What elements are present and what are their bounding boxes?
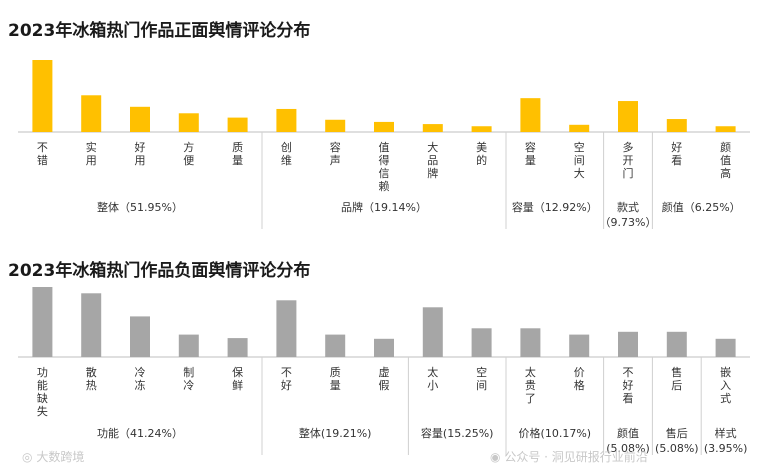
pos-bar-13 — [666, 119, 687, 132]
pos-bar-10 — [520, 98, 541, 132]
negative-sentiment-chart: 功能缺失 散热 冷冻 制冷 保鲜 不好 质量 虚假 太小 空间 太贵了 价格 不好看 售后 嵌入式功能（41… — [18, 287, 750, 455]
pos-bar-8 — [422, 124, 443, 132]
neg-bar-8 — [422, 307, 443, 357]
pos-bar-3 — [178, 113, 199, 132]
pos-tick-label-1: 实用 — [86, 140, 97, 167]
pos-tick-label-0: 不错 — [37, 141, 48, 167]
neg-tick-label-10: 太贵了 — [525, 366, 536, 405]
pos-tick-label-13: 好看 — [671, 140, 682, 167]
pos-tick-label-5: 创维 — [281, 141, 292, 167]
neg-bar-5 — [276, 300, 297, 357]
pos-group-label-0: 整体（51.95%） — [97, 200, 183, 214]
neg-tick-label-6: 质量 — [330, 366, 341, 392]
pos-bar-12 — [618, 101, 638, 132]
pos-bar-14 — [715, 126, 736, 132]
neg-bar-11 — [569, 334, 590, 357]
neg-bar-6 — [325, 334, 346, 357]
neg-tick-label-1: 散热 — [86, 365, 97, 392]
watermark-left: ◎ 大数跨境 — [22, 448, 84, 465]
neg-tick-label-12: 不好看 — [623, 366, 634, 405]
neg-tick-label-0: 功能缺失 — [37, 366, 48, 418]
pos-tick-label-10: 容量 — [525, 140, 536, 167]
positive-sentiment-chart: 不错 实用 好用 方便 质量 创维 容声 值得信赖 大品牌 美的 容量 空间大 多开门 好看 颜值高整体（5… — [18, 60, 750, 229]
watermark-right-text: 公众号 · 洞见研报行业前沿 — [504, 450, 648, 464]
neg-bar-13 — [666, 331, 687, 357]
pos-bar-11 — [569, 124, 590, 132]
pos-tick-label-11: 空间大 — [574, 140, 585, 180]
pos-tick-label-4: 质量 — [232, 141, 243, 167]
chart-title-negative: 2023年冰箱热门作品负面舆情评论分布 — [8, 261, 311, 281]
pos-bar-5 — [276, 108, 297, 132]
pos-tick-label-8: 大品牌 — [427, 140, 438, 180]
pos-group-label-1: 品牌（19.14%） — [341, 200, 427, 214]
neg-bar-12 — [618, 331, 638, 357]
watermark-left-icon: ◎ — [22, 450, 33, 464]
neg-bar-1 — [81, 293, 102, 357]
neg-bar-9 — [471, 328, 492, 357]
pos-bar-9 — [471, 126, 492, 132]
neg-bar-10 — [520, 328, 541, 357]
neg-bar-7 — [374, 338, 394, 357]
neg-bar-4 — [227, 338, 248, 357]
neg-bar-14 — [715, 338, 736, 357]
pos-tick-label-6: 容声 — [330, 140, 341, 167]
pos-tick-label-9: 美的 — [476, 141, 487, 167]
pos-tick-label-14: 颜值高 — [720, 141, 731, 180]
watermark-right: ◉ 公众号 · 洞见研报行业前沿 — [490, 448, 648, 465]
neg-tick-label-3: 制冷 — [183, 366, 194, 392]
neg-group-label-1: 整体(19.21%) — [299, 426, 372, 440]
neg-bar-3 — [178, 334, 199, 357]
pos-bar-2 — [130, 106, 150, 132]
pos-bar-1 — [81, 95, 102, 132]
watermark-left-text: 大数跨境 — [36, 450, 85, 464]
watermark-right-icon: ◉ — [490, 450, 501, 464]
neg-group-label-3: 价格(10.17%) — [519, 426, 592, 440]
neg-group-label-0: 功能（41.24%） — [97, 426, 183, 440]
neg-tick-label-11: 价格 — [574, 366, 585, 392]
chart-title-positive: 2023年冰箱热门作品正面舆情评论分布 — [8, 21, 311, 41]
neg-bar-0 — [32, 287, 53, 357]
neg-tick-label-7: 虚假 — [379, 366, 390, 392]
pos-bar-4 — [227, 117, 248, 132]
pos-group-label-3: 款式（9.73%） — [600, 200, 657, 229]
pos-tick-label-7: 值得信赖 — [379, 141, 390, 193]
neg-tick-label-13: 售后 — [671, 365, 682, 392]
neg-bar-2 — [130, 316, 150, 357]
pos-group-label-4: 颜值（6.25%） — [662, 201, 741, 214]
pos-bar-6 — [325, 119, 346, 132]
pos-group-label-2: 容量（12.92%） — [512, 200, 598, 214]
neg-group-label-5: 售后(5.08%) — [655, 426, 699, 455]
pos-tick-label-3: 方便 — [183, 140, 194, 167]
neg-tick-label-4: 保鲜 — [232, 365, 243, 392]
neg-group-label-6: 样式(3.95%) — [704, 426, 748, 455]
neg-tick-label-9: 空间 — [476, 365, 487, 392]
neg-group-label-2: 容量(15.25%) — [421, 426, 494, 440]
pos-bar-0 — [32, 60, 53, 132]
pos-tick-label-2: 好用 — [135, 140, 146, 167]
pos-bar-7 — [374, 121, 394, 132]
pos-tick-label-12: 多开门 — [623, 140, 634, 180]
neg-tick-label-14: 嵌入式 — [720, 366, 731, 405]
neg-tick-label-2: 冷冻 — [135, 366, 146, 392]
neg-group-label-4: 颜值(5.08%) — [606, 427, 650, 455]
neg-tick-label-8: 太小 — [427, 366, 438, 392]
neg-tick-label-5: 不好 — [281, 366, 292, 392]
